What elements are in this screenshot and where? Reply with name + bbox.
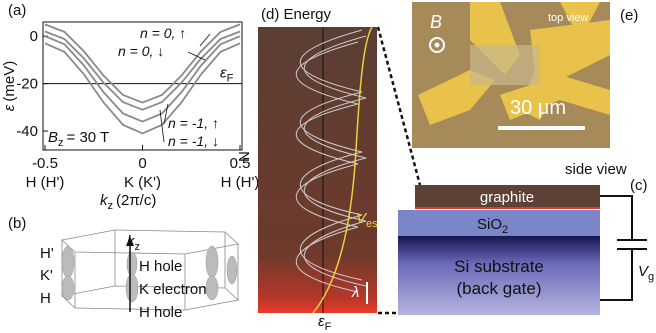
pocket-label: H hole <box>139 258 182 275</box>
view-label: top view <box>548 12 588 24</box>
y-tick-label: -20 <box>16 76 38 93</box>
interface <box>415 207 600 209</box>
subscript: z <box>135 241 141 253</box>
unit: (2π/c) <box>116 192 156 209</box>
panel-label: (e) <box>620 7 638 24</box>
point-label: K' <box>40 267 53 284</box>
formula: SiO <box>477 216 502 233</box>
subscript: F <box>325 321 332 333</box>
panel-label: (d) Energy <box>261 6 332 23</box>
point-label: H <box>40 290 51 307</box>
x-tick-sublabel: K (K') <box>124 174 161 191</box>
pocket-label: K electron <box>139 281 207 298</box>
subscript: 2 <box>502 224 508 236</box>
field-label: Bz= 30 T <box>48 129 109 149</box>
panel-a: (a) 0-20-40-0.5H (H')0K (K')0.5H (H')εFn… <box>1 2 259 212</box>
symbol: B <box>48 129 58 146</box>
figure: (a) 0-20-40-0.5H (H')0K (K')0.5H (H')εFn… <box>0 0 656 333</box>
layer-label: (back gate) <box>456 279 541 298</box>
x-tick-sublabel: H (H') <box>221 174 260 191</box>
series-label: n = -1, ↓ <box>168 133 219 149</box>
point-label: H' <box>40 245 54 262</box>
x-tick-sublabel: H (H') <box>26 174 65 191</box>
symbol: ε <box>1 104 18 111</box>
series-label: n = -1, ↑ <box>168 115 219 131</box>
subscript: es <box>366 218 378 230</box>
unit: (meV) <box>1 61 18 102</box>
text: = 30 T <box>67 129 110 146</box>
axis-label: kz <box>127 233 140 253</box>
layer-label: Si substrate <box>454 257 544 276</box>
panel-label: (a) <box>8 2 26 19</box>
series-label: n = 0, ↑ <box>140 25 186 41</box>
series-label: n = 0, ↓ <box>118 43 164 59</box>
subscript: z <box>58 137 64 149</box>
circuit <box>600 196 647 300</box>
x-axis-label: kz(2π/c) <box>100 192 156 212</box>
subscript: g <box>648 271 654 283</box>
panel-c: side view (c) graphite SiO2 Si substrate… <box>398 161 654 315</box>
panel-label: (c) <box>630 177 648 194</box>
panel-b: (b) H' K' H kz H hole K electron H hole <box>8 215 238 321</box>
subscript: z <box>108 200 114 212</box>
panel-label: (b) <box>8 215 26 232</box>
gate-label: Vg <box>638 263 654 283</box>
side-mark: N <box>236 151 253 162</box>
wavelength-label: λ <box>351 284 359 301</box>
field-dot <box>435 43 440 48</box>
scale-label: 30 μm <box>510 97 566 119</box>
panel-e: top view (e) B 30 μm <box>412 2 638 148</box>
field-label: B <box>430 12 442 32</box>
pocket-label: H hole <box>139 304 182 321</box>
panel-d: (d) Energy Ves λ εF <box>258 6 378 333</box>
fermi-label: εF <box>318 313 332 333</box>
y-tick-label: 0 <box>30 28 38 45</box>
fermi-label: εF <box>220 65 234 85</box>
graphite-flake <box>470 45 540 85</box>
subscript: F <box>227 73 234 85</box>
y-axis-label: ε (meV) <box>1 61 18 111</box>
x-tick-label: -0.5 <box>32 155 58 172</box>
layer-label: graphite <box>480 189 534 206</box>
scale-bar <box>498 126 585 130</box>
x-tick-label: 0 <box>138 155 146 172</box>
view-label: side view <box>565 161 627 178</box>
y-tick-label: -40 <box>16 123 38 140</box>
